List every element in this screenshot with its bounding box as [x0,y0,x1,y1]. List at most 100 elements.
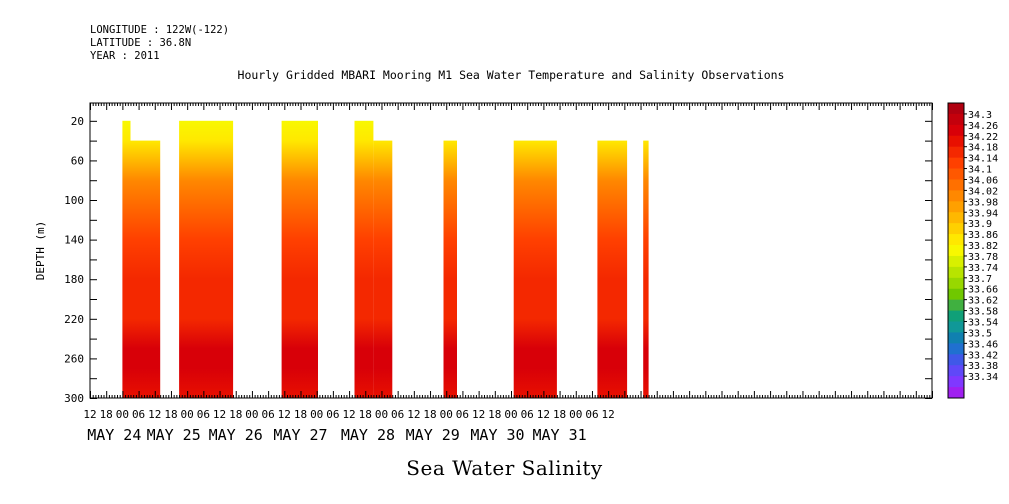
colorbar-label: 34.14 [968,154,998,165]
colorbar-label: 33.78 [968,252,998,263]
colorbar-swatch [948,255,964,268]
x-hour-label: 18 [553,408,566,421]
x-hour-label: 06 [456,408,469,421]
plot-area [122,120,649,399]
data-segment-3 [179,120,234,399]
year-label: YEAR : 2011 [90,50,160,62]
x-hour-label: 18 [359,408,372,421]
x-hour-label: 06 [261,408,274,421]
x-hour-label: 00 [116,408,129,421]
y-tick-label: 20 [71,115,84,128]
colorbar-swatch [948,299,964,311]
y-tick-label: 140 [64,234,84,247]
x-day-label: MAY 27 [273,426,327,444]
x-hour-label: 06 [521,408,534,421]
colorbar-swatch [948,201,964,213]
colorbar-label: 33.82 [968,241,998,252]
colorbar-label: 33.58 [968,307,998,318]
x-hour-label: 18 [164,408,177,421]
x-hour-label: 18 [488,408,501,421]
x-hour-label: 12 [472,408,485,421]
x-hour-label: 00 [310,408,323,421]
x-day-label: MAY 31 [532,426,586,444]
x-hour-label: 18 [294,408,307,421]
y-axis-label: DEPTH (m) [34,221,47,281]
colorbar-swatch [948,310,964,322]
colorbar-swatch [948,168,964,180]
data-segment-9 [597,140,628,398]
chart-title: Hourly Gridded MBARI Mooring M1 Sea Wate… [237,68,785,82]
x-day-label: MAY 25 [147,426,201,444]
colorbar-swatch [948,212,964,224]
x-hour-label: 06 [391,408,404,421]
colorbar-label: 33.46 [968,339,998,350]
x-hour-label: 12 [537,408,550,421]
colorbar-swatch [948,135,964,148]
x-hour-label: 00 [504,408,517,421]
axes: 12 18 00 06 12 18 00 06 12 18 00 06 12 18 00 06 12 18 00 06… [34,102,933,444]
y-tick-label: 60 [71,154,84,167]
x-hour-label: 12 [602,408,615,421]
colorbar: 34.334.2634.2234.1834.1434.134.0634.0233… [947,102,998,399]
colorbar-swatch [948,157,964,169]
colorbar-swatch [948,277,964,290]
latitude-label: LATITUDE : 36.8N [90,37,192,49]
x-hour-label: 06 [326,408,339,421]
colorbar-swatch [948,387,964,399]
data-segment-2 [130,140,161,398]
colorbar-swatch [948,266,964,279]
data-segment-8 [513,140,557,398]
colorbar-swatch [948,179,964,191]
colorbar-label: 33.5 [968,328,992,339]
data-segment-4 [281,120,318,399]
colorbar-swatch [948,124,964,137]
data-segment-10 [643,140,649,398]
colorbar-swatch [948,288,964,301]
colorbar-label: 33.42 [968,350,998,361]
x-hour-label: 06 [197,408,210,421]
colorbar-label: 33.98 [968,197,998,208]
x-hour-label: 06 [132,408,145,421]
colorbar-label: 33.54 [968,318,998,329]
x-hour-label: 00 [375,408,388,421]
colorbar-label: 33.34 [968,372,998,383]
colorbar-label: 34.3 [968,110,992,121]
y-tick-label: 300 [64,392,84,405]
colorbar-swatch [948,113,964,126]
colorbar-label: 34.06 [968,175,998,186]
y-tick-label: 100 [64,194,84,207]
colorbar-label: 33.94 [968,208,998,219]
x-hour-label: 12 [278,408,291,421]
x-hour-label: 00 [181,408,194,421]
colorbar-label: 34.02 [968,186,998,197]
colorbar-swatch [948,376,964,388]
x-hour-label: 18 [423,408,436,421]
colorbar-label: 34.26 [968,121,998,132]
colorbar-swatch [948,321,964,333]
x-day-label: MAY 28 [341,426,395,444]
colorbar-label: 33.7 [968,274,992,285]
colorbar-swatch [948,354,964,366]
data-segment-7 [443,140,457,398]
x-hour-label: 18 [229,408,242,421]
x-hour-label: 00 [440,408,453,421]
x-day-label: MAY 24 [87,426,141,444]
colorbar-label: 33.9 [968,219,992,230]
colorbar-swatch [948,343,964,355]
x-hour-label: 12 [407,408,420,421]
colorbar-swatch [948,365,964,377]
data-segment-5 [354,120,374,399]
colorbar-swatch [948,103,964,115]
colorbar-swatch [948,190,964,202]
colorbar-label: 33.86 [968,230,998,241]
x-day-label: MAY 26 [209,426,263,444]
colorbar-swatch [948,223,964,235]
colorbar-swatch [948,332,964,344]
colorbar-frame [947,102,965,399]
data-segment-6 [373,140,393,398]
x-hour-label: 00 [245,408,258,421]
colorbar-label: 34.18 [968,143,998,154]
colorbar-swatch [948,146,964,159]
x-day-label: MAY 29 [406,426,460,444]
